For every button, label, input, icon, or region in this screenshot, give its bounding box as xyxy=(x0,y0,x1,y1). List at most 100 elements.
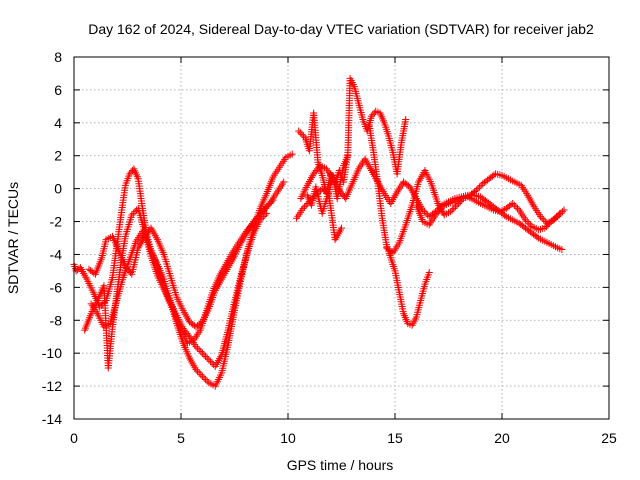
x-tick-label: 10 xyxy=(280,430,296,446)
data-point xyxy=(425,269,433,277)
y-tick-label: 0 xyxy=(54,181,62,197)
data-point xyxy=(419,206,427,214)
y-tick-label: 4 xyxy=(54,115,62,131)
data-point xyxy=(558,246,566,254)
data-point xyxy=(288,150,296,158)
trace-marker xyxy=(448,206,456,214)
trace-marker xyxy=(310,193,318,201)
y-tick-label: -8 xyxy=(50,312,63,328)
data-point xyxy=(205,356,213,364)
x-tick-label: 0 xyxy=(70,430,78,446)
data-point xyxy=(522,216,530,224)
trace-marker xyxy=(313,190,321,198)
data-point xyxy=(509,199,517,207)
data-point xyxy=(248,221,256,229)
y-axis-title: SDTVAR / TECUs xyxy=(5,182,21,294)
trace-marker xyxy=(246,222,254,230)
trace-marker xyxy=(542,222,550,230)
grid xyxy=(74,57,609,419)
trace-marker xyxy=(540,216,548,224)
trace-marker xyxy=(557,209,565,217)
trace-marker xyxy=(203,354,211,362)
data-point xyxy=(192,343,200,351)
y-tick-labels: -14 -12 -10 -8 -6 -4 -2 0 2 4 6 8 xyxy=(42,49,62,427)
y-tick-label: -2 xyxy=(50,214,63,230)
data-point xyxy=(128,211,136,219)
trace-marker xyxy=(131,208,139,216)
trace-marker xyxy=(184,331,192,339)
y-tick-label: -12 xyxy=(42,378,62,394)
trace-marker xyxy=(129,209,137,217)
trace-marker xyxy=(477,181,485,189)
y-tick-label: -4 xyxy=(50,246,63,262)
trace-marker xyxy=(474,185,482,193)
trace-marker xyxy=(249,219,257,227)
trace-marker xyxy=(451,203,459,211)
trace-marker xyxy=(510,201,518,209)
trace-marker xyxy=(200,351,208,359)
trace-marker xyxy=(525,219,533,227)
trace-marker xyxy=(301,203,309,211)
x-tick-label: 20 xyxy=(494,430,510,446)
trace-marker xyxy=(523,218,531,226)
x-tick-label: 15 xyxy=(387,430,403,446)
trace-marker xyxy=(197,371,205,379)
chart-title: Day 162 of 2024, Sidereal Day-to-day VTE… xyxy=(88,21,594,37)
trace-marker xyxy=(252,216,260,224)
data-point xyxy=(447,208,455,216)
x-axis-title: GPS time / hours xyxy=(287,457,394,473)
y-tick-label: -6 xyxy=(50,279,63,295)
trace-marker xyxy=(490,171,498,179)
trace-marker xyxy=(194,367,202,375)
data-point xyxy=(198,349,206,357)
trace-marker xyxy=(555,211,563,219)
plot-frame xyxy=(73,56,610,420)
series-track-k xyxy=(293,185,345,244)
trace-marker xyxy=(323,188,331,196)
series-track-i xyxy=(412,193,568,234)
data-point xyxy=(402,116,410,124)
axis-ticks xyxy=(73,56,610,420)
series-track-g xyxy=(365,122,433,329)
trace-marker xyxy=(202,352,210,360)
data-point xyxy=(305,198,313,206)
trace-marker xyxy=(206,357,214,365)
trace-marker xyxy=(538,214,546,222)
trace-marker xyxy=(202,376,210,384)
trace-marker xyxy=(127,168,135,176)
trace-marker xyxy=(300,132,308,140)
data-point xyxy=(541,224,549,232)
trace-marker xyxy=(526,221,534,229)
y-tick-label: 8 xyxy=(54,49,62,65)
trace-marker xyxy=(307,196,315,204)
trace-marker xyxy=(544,221,552,229)
data-point xyxy=(537,213,545,221)
data-point xyxy=(295,127,303,135)
trace-marker xyxy=(298,130,306,138)
series-layer xyxy=(70,74,568,390)
trace-marker xyxy=(450,204,458,212)
trace-marker xyxy=(315,163,323,171)
trace-marker xyxy=(546,219,554,227)
data-point xyxy=(299,204,307,212)
y-tick-label: 6 xyxy=(54,82,62,98)
data-point xyxy=(554,213,562,221)
trace-marker xyxy=(203,377,211,385)
trace-marker xyxy=(558,208,566,216)
data-point xyxy=(312,191,320,199)
x-tick-labels: 0 5 10 15 20 25 xyxy=(70,430,617,446)
trace-marker xyxy=(369,111,377,119)
data-point xyxy=(126,170,134,178)
trace-marker xyxy=(387,248,395,256)
data-point xyxy=(367,112,375,120)
trace-marker xyxy=(315,188,323,196)
data-point xyxy=(344,152,352,160)
data-point xyxy=(338,224,345,232)
trace-marker xyxy=(533,233,541,241)
x-tick-label: 25 xyxy=(601,430,617,446)
y-tick-label: 2 xyxy=(54,148,62,164)
trace-marker xyxy=(266,199,274,207)
trace-marker xyxy=(514,204,522,212)
y-tick-label: -14 xyxy=(42,411,62,427)
trace-marker xyxy=(195,346,203,354)
